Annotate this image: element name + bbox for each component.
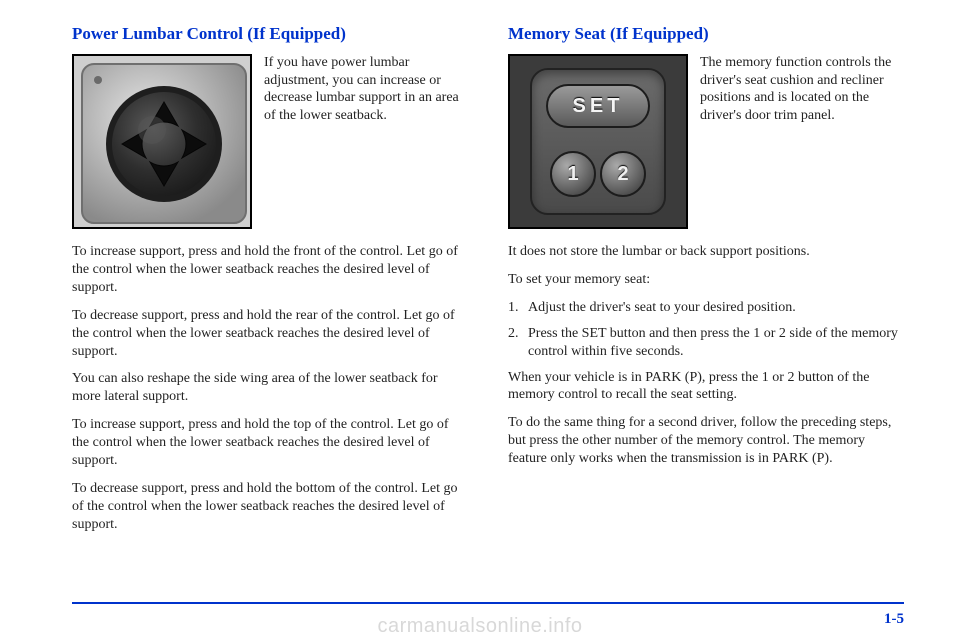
manual-page: Power Lumbar Control (If Equipped) bbox=[0, 0, 960, 544]
memory-step-2-text: Press the SET button and then press the … bbox=[528, 326, 898, 359]
memory-seat-image: SET 1 2 bbox=[508, 54, 688, 229]
column-right: Memory Seat (If Equipped) SET 1 2 The me… bbox=[508, 24, 904, 544]
heading-lumbar: Power Lumbar Control (If Equipped) bbox=[72, 24, 468, 44]
memory-panel: SET 1 2 bbox=[530, 68, 666, 215]
memory-step-1-text: Adjust the driver's seat to your desired… bbox=[528, 300, 796, 315]
memory-p3: When your vehicle is in PARK (P), press … bbox=[508, 369, 904, 405]
lumbar-intro: If you have power lumbar adjustment, you… bbox=[264, 54, 468, 229]
memory-button-1: 1 bbox=[550, 151, 596, 197]
watermark: carmanualsonline.info bbox=[0, 615, 960, 638]
column-left: Power Lumbar Control (If Equipped) bbox=[72, 24, 468, 544]
bottom-rule bbox=[72, 602, 904, 604]
lumbar-p2: To decrease support, press and hold the … bbox=[72, 307, 468, 361]
lumbar-control-image bbox=[72, 54, 252, 229]
memory-step-2: 2.Press the SET button and then press th… bbox=[508, 325, 904, 361]
lumbar-p5: To decrease support, press and hold the … bbox=[72, 480, 468, 534]
heading-memory: Memory Seat (If Equipped) bbox=[508, 24, 904, 44]
memory-p1: It does not store the lumbar or back sup… bbox=[508, 243, 904, 261]
memory-set-button: SET bbox=[546, 84, 650, 128]
lumbar-p4: To increase support, press and hold the … bbox=[72, 416, 468, 470]
lumbar-p1: To increase support, press and hold the … bbox=[72, 243, 468, 297]
lumbar-toprow: If you have power lumbar adjustment, you… bbox=[72, 54, 468, 229]
memory-p4: To do the same thing for a second driver… bbox=[508, 414, 904, 468]
memory-step-1: 1.Adjust the driver's seat to your desir… bbox=[508, 299, 904, 317]
memory-button-2: 2 bbox=[600, 151, 646, 197]
memory-intro: The memory function controls the driver'… bbox=[700, 54, 904, 229]
memory-toprow: SET 1 2 The memory function controls the… bbox=[508, 54, 904, 229]
lumbar-p3: You can also reshape the side wing area … bbox=[72, 370, 468, 406]
memory-p2: To set your memory seat: bbox=[508, 271, 904, 289]
page-number: 1-5 bbox=[884, 611, 904, 628]
